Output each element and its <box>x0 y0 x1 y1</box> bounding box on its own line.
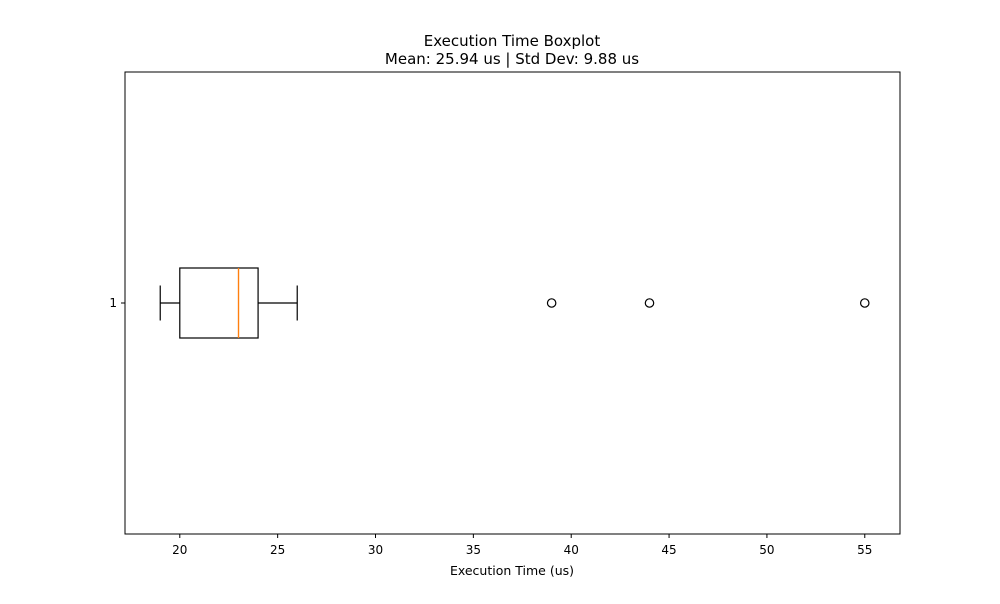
x-tick-label: 50 <box>759 543 774 557</box>
outlier-point <box>859 298 870 308</box>
box-iqr <box>179 267 259 339</box>
plot-frame <box>124 71 901 535</box>
x-axis-label: Execution Time (us) <box>450 563 574 578</box>
x-tick-label: 25 <box>270 543 285 557</box>
x-tick-label: 30 <box>368 543 383 557</box>
outlier-point <box>546 298 557 308</box>
x-tick-label: 45 <box>661 543 676 557</box>
chart-title: Execution Time Boxplot <box>424 32 601 50</box>
outlier-point <box>644 298 655 308</box>
plot-area: 20 25 30 35 40 45 50 55 1 <box>109 71 901 557</box>
y-tick-label: 1 <box>109 296 117 310</box>
x-tick-label: 20 <box>172 543 187 557</box>
x-tick-label: 55 <box>857 543 872 557</box>
chart-subtitle: Mean: 25.94 us | Std Dev: 9.88 us <box>385 50 639 68</box>
x-tick-label: 35 <box>466 543 481 557</box>
x-tick-label: 40 <box>564 543 579 557</box>
